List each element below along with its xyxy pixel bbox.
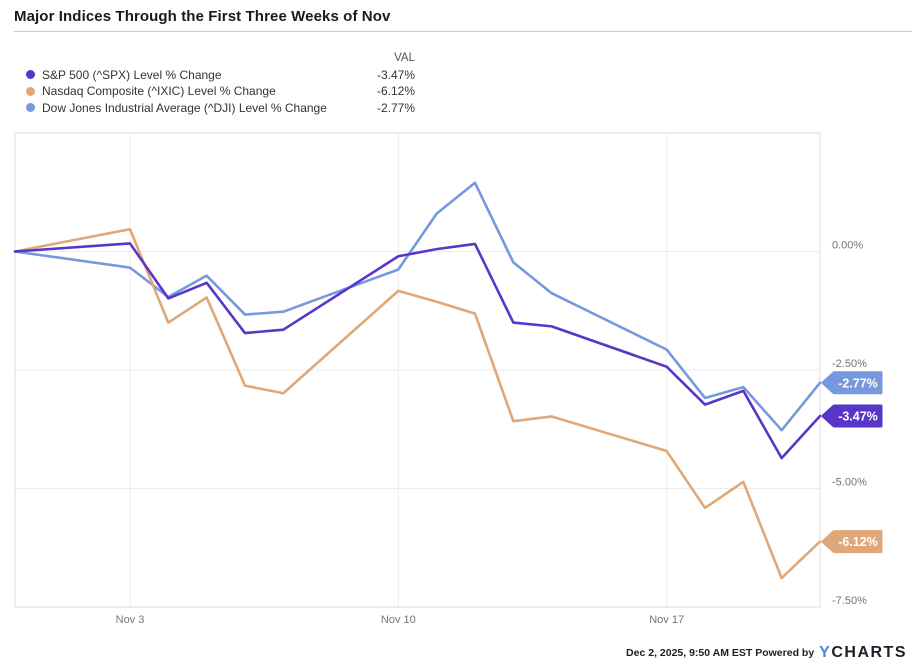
legend-value-spx: -3.47% (376, 67, 415, 82)
value-badge-label-dji: -2.77% (838, 376, 878, 390)
footer-timestamp: Dec 2, 2025, 9:50 AM EST Powered by (626, 647, 815, 659)
ycharts-logo-y: Y (819, 644, 832, 661)
legend-label-spx: S&P 500 (^SPX) Level % Change (42, 67, 222, 82)
ycharts-logo-charts: CHARTS (831, 644, 907, 661)
value-badge-label-ixic: -6.12% (838, 535, 878, 549)
series-dot-spx (26, 70, 35, 80)
legend-label-ixic: Nasdaq Composite (^IXIC) Level % Change (42, 84, 276, 99)
value-badge-label-spx: -3.47% (838, 409, 878, 423)
legend-label-dji: Dow Jones Industrial Average (^DJI) Leve… (42, 100, 327, 115)
x-axis-label: Nov 3 (116, 614, 145, 626)
y-axis-label: 0.00% (832, 240, 863, 252)
legend-val-header: VAL (394, 52, 415, 65)
y-axis-label: -5.00% (832, 477, 867, 489)
series-line-ixic (13, 227, 822, 580)
legend: VAL S&P 500 (^SPX) Level % Change -3.47%… (24, 50, 415, 116)
series-dot-ixic (26, 86, 35, 96)
legend-value-dji: -2.77% (376, 100, 415, 115)
series-line-dji (13, 181, 822, 432)
x-axis-label: Nov 17 (649, 614, 684, 626)
y-axis-label: -2.50% (832, 358, 867, 370)
x-axis-label: Nov 10 (381, 614, 416, 626)
series-line-spx (13, 242, 822, 460)
y-axis-label: -7.50% (832, 595, 867, 607)
ycharts-logo: YCHARTS (819, 645, 907, 661)
value-badge-ixic (821, 530, 883, 554)
legend-value-ixic: -6.12% (376, 84, 415, 99)
title-divider (14, 31, 912, 32)
plot-border (14, 132, 821, 608)
chart-title: Major Indices Through the First Three We… (14, 8, 391, 25)
value-badge-spx (821, 404, 883, 428)
series-dot-dji (26, 103, 35, 113)
chart-footer: Dec 2, 2025, 9:50 AM EST Powered by YCHA… (626, 645, 907, 661)
value-badge-dji (821, 371, 883, 395)
